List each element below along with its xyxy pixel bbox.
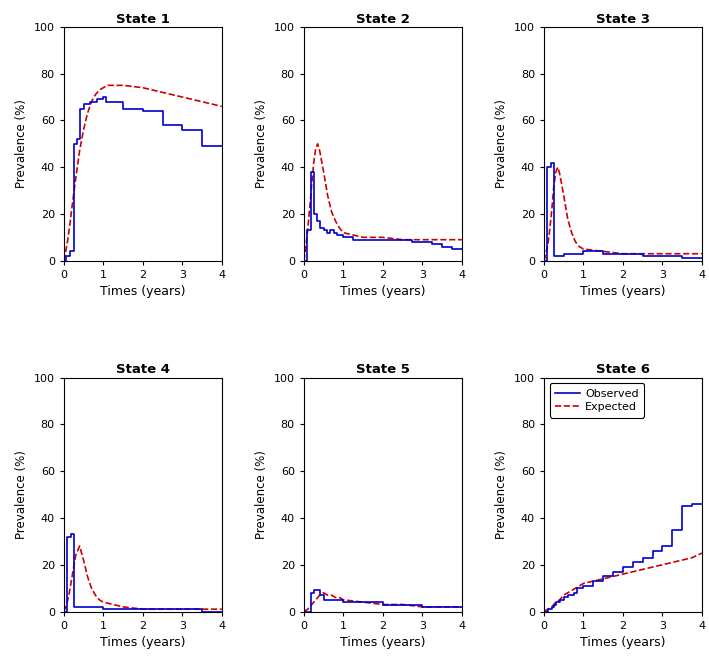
Title: State 5: State 5 [356, 364, 410, 376]
Y-axis label: Prevalence (%): Prevalence (%) [15, 99, 28, 188]
Y-axis label: Prevalence (%): Prevalence (%) [496, 99, 508, 188]
Title: State 3: State 3 [596, 13, 650, 26]
Legend: Observed, Expected: Observed, Expected [549, 383, 644, 418]
X-axis label: Times (years): Times (years) [340, 286, 425, 298]
Title: State 2: State 2 [356, 13, 410, 26]
Title: State 4: State 4 [116, 364, 169, 376]
Title: State 1: State 1 [116, 13, 169, 26]
X-axis label: Times (years): Times (years) [580, 286, 666, 298]
Y-axis label: Prevalence (%): Prevalence (%) [496, 450, 508, 539]
Y-axis label: Prevalence (%): Prevalence (%) [255, 450, 268, 539]
Title: State 6: State 6 [596, 364, 650, 376]
X-axis label: Times (years): Times (years) [100, 286, 186, 298]
X-axis label: Times (years): Times (years) [580, 636, 666, 649]
X-axis label: Times (years): Times (years) [100, 636, 186, 649]
X-axis label: Times (years): Times (years) [340, 636, 425, 649]
Y-axis label: Prevalence (%): Prevalence (%) [15, 450, 28, 539]
Y-axis label: Prevalence (%): Prevalence (%) [255, 99, 268, 188]
